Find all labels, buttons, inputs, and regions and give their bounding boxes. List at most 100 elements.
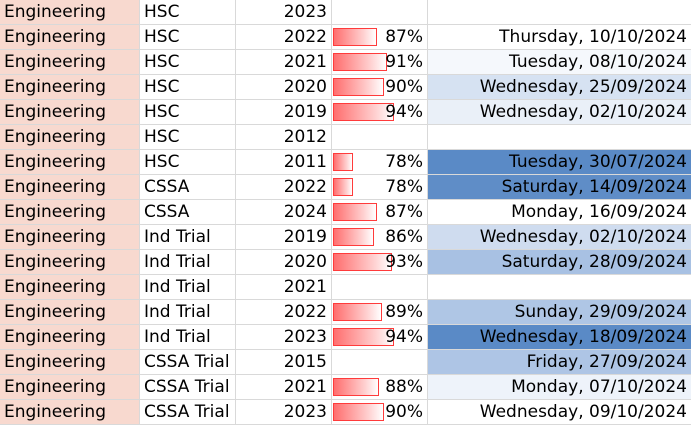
- exam-cell[interactable]: CSSA Trial: [140, 375, 236, 400]
- exam-cell[interactable]: HSC: [140, 100, 236, 125]
- table-row[interactable]: Engineering CSSA Trial 2015 Friday, 27/09/2…: [0, 350, 691, 375]
- year-cell[interactable]: 2012: [236, 125, 332, 150]
- year-cell[interactable]: 2024: [236, 200, 332, 225]
- exam-cell[interactable]: Ind Trial: [140, 325, 236, 350]
- year-cell[interactable]: 2020: [236, 250, 332, 275]
- score-cell[interactable]: 89%: [332, 300, 428, 325]
- subject-cell[interactable]: Engineering: [0, 400, 140, 425]
- score-cell[interactable]: 88%: [332, 375, 428, 400]
- score-cell[interactable]: [332, 125, 428, 150]
- exam-cell[interactable]: CSSA: [140, 175, 236, 200]
- exam-cell[interactable]: Ind Trial: [140, 250, 236, 275]
- exam-cell[interactable]: Ind Trial: [140, 300, 236, 325]
- table-row[interactable]: Engineering Ind Trial 2019 86% Wednesday, 02…: [0, 225, 691, 250]
- score-cell[interactable]: [332, 0, 428, 25]
- table-row[interactable]: Engineering CSSA Trial 2023 90% Wednesday, 0…: [0, 400, 691, 425]
- score-cell[interactable]: 87%: [332, 25, 428, 50]
- date-cell[interactable]: Wednesday, 02/10/2024: [428, 225, 691, 250]
- score-cell[interactable]: 94%: [332, 325, 428, 350]
- year-cell[interactable]: 2011: [236, 150, 332, 175]
- year-cell[interactable]: 2015: [236, 350, 332, 375]
- table-row[interactable]: Engineering CSSA 2022 78% Saturday, 14/09/20…: [0, 175, 691, 200]
- score-cell[interactable]: 86%: [332, 225, 428, 250]
- score-cell[interactable]: [332, 350, 428, 375]
- exam-cell[interactable]: CSSA Trial: [140, 350, 236, 375]
- subject-cell[interactable]: Engineering: [0, 75, 140, 100]
- year-cell[interactable]: 2020: [236, 75, 332, 100]
- date-cell[interactable]: Wednesday, 18/09/2024: [428, 325, 691, 350]
- score-cell[interactable]: 94%: [332, 100, 428, 125]
- date-cell[interactable]: Monday, 16/09/2024: [428, 200, 691, 225]
- subject-cell[interactable]: Engineering: [0, 25, 140, 50]
- exam-cell[interactable]: HSC: [140, 75, 236, 100]
- year-cell[interactable]: 2021: [236, 375, 332, 400]
- score-cell[interactable]: 87%: [332, 200, 428, 225]
- exam-cell[interactable]: CSSA Trial: [140, 400, 236, 425]
- year-cell[interactable]: 2023: [236, 325, 332, 350]
- year-cell[interactable]: 2022: [236, 175, 332, 200]
- date-cell[interactable]: Sunday, 29/09/2024: [428, 300, 691, 325]
- date-cell[interactable]: Thursday, 10/10/2024: [428, 25, 691, 50]
- subject-cell[interactable]: Engineering: [0, 100, 140, 125]
- subject-cell[interactable]: Engineering: [0, 50, 140, 75]
- score-cell[interactable]: 93%: [332, 250, 428, 275]
- subject-cell[interactable]: Engineering: [0, 125, 140, 150]
- subject-cell[interactable]: Engineering: [0, 250, 140, 275]
- subject-cell[interactable]: Engineering: [0, 225, 140, 250]
- table-row[interactable]: Engineering HSC 2019 94% Wednesday, 02/10/20…: [0, 100, 691, 125]
- subject-cell[interactable]: Engineering: [0, 275, 140, 300]
- subject-cell[interactable]: Engineering: [0, 325, 140, 350]
- subject-cell[interactable]: Engineering: [0, 350, 140, 375]
- table-row[interactable]: Engineering CSSA Trial 2021 88% Monday, 07/1…: [0, 375, 691, 400]
- date-cell[interactable]: Wednesday, 25/09/2024: [428, 75, 691, 100]
- exam-cell[interactable]: HSC: [140, 125, 236, 150]
- table-row[interactable]: Engineering HSC 2023: [0, 0, 691, 25]
- date-cell[interactable]: Wednesday, 02/10/2024: [428, 100, 691, 125]
- score-cell[interactable]: [332, 275, 428, 300]
- score-cell[interactable]: 91%: [332, 50, 428, 75]
- table-row[interactable]: Engineering Ind Trial 2023 94% Wednesday, 18…: [0, 325, 691, 350]
- score-cell[interactable]: 90%: [332, 400, 428, 425]
- year-cell[interactable]: 2019: [236, 100, 332, 125]
- subject-cell[interactable]: Engineering: [0, 300, 140, 325]
- table-row[interactable]: Engineering HSC 2021 91% Tuesday, 08/10/2024: [0, 50, 691, 75]
- score-cell[interactable]: 78%: [332, 175, 428, 200]
- table-row[interactable]: Engineering Ind Trial 2022 89% Sunday, 29/09…: [0, 300, 691, 325]
- subject-cell[interactable]: Engineering: [0, 375, 140, 400]
- table-row[interactable]: Engineering HSC 2011 78% Tuesday, 30/07/2024: [0, 150, 691, 175]
- year-cell[interactable]: 2023: [236, 0, 332, 25]
- table-row[interactable]: Engineering Ind Trial 2021: [0, 275, 691, 300]
- date-cell[interactable]: [428, 125, 691, 150]
- table-row[interactable]: Engineering Ind Trial 2020 93% Saturday, 28/…: [0, 250, 691, 275]
- exam-cell[interactable]: HSC: [140, 0, 236, 25]
- exam-cell[interactable]: Ind Trial: [140, 275, 236, 300]
- exam-cell[interactable]: Ind Trial: [140, 225, 236, 250]
- subject-cell[interactable]: Engineering: [0, 175, 140, 200]
- exam-cell[interactable]: HSC: [140, 150, 236, 175]
- date-cell[interactable]: [428, 0, 691, 25]
- subject-cell[interactable]: Engineering: [0, 150, 140, 175]
- date-cell[interactable]: Monday, 07/10/2024: [428, 375, 691, 400]
- table-row[interactable]: Engineering HSC 2020 90% Wednesday, 25/09/20…: [0, 75, 691, 100]
- year-cell[interactable]: 2022: [236, 25, 332, 50]
- exam-cell[interactable]: HSC: [140, 50, 236, 75]
- date-cell[interactable]: Wednesday, 09/10/2024: [428, 400, 691, 425]
- table-row[interactable]: Engineering CSSA 2024 87% Monday, 16/09/2024: [0, 200, 691, 225]
- exam-cell[interactable]: HSC: [140, 25, 236, 50]
- table-row[interactable]: Engineering HSC 2012: [0, 125, 691, 150]
- subject-cell[interactable]: Engineering: [0, 0, 140, 25]
- year-cell[interactable]: 2023: [236, 400, 332, 425]
- year-cell[interactable]: 2021: [236, 275, 332, 300]
- year-cell[interactable]: 2019: [236, 225, 332, 250]
- year-cell[interactable]: 2021: [236, 50, 332, 75]
- exam-cell[interactable]: CSSA: [140, 200, 236, 225]
- date-cell[interactable]: [428, 275, 691, 300]
- date-cell[interactable]: Tuesday, 08/10/2024: [428, 50, 691, 75]
- date-cell[interactable]: Saturday, 14/09/2024: [428, 175, 691, 200]
- score-cell[interactable]: 90%: [332, 75, 428, 100]
- date-cell[interactable]: Tuesday, 30/07/2024: [428, 150, 691, 175]
- score-cell[interactable]: 78%: [332, 150, 428, 175]
- date-cell[interactable]: Friday, 27/09/2024: [428, 350, 691, 375]
- date-cell[interactable]: Saturday, 28/09/2024: [428, 250, 691, 275]
- table-row[interactable]: Engineering HSC 2022 87% Thursday, 10/10/202…: [0, 25, 691, 50]
